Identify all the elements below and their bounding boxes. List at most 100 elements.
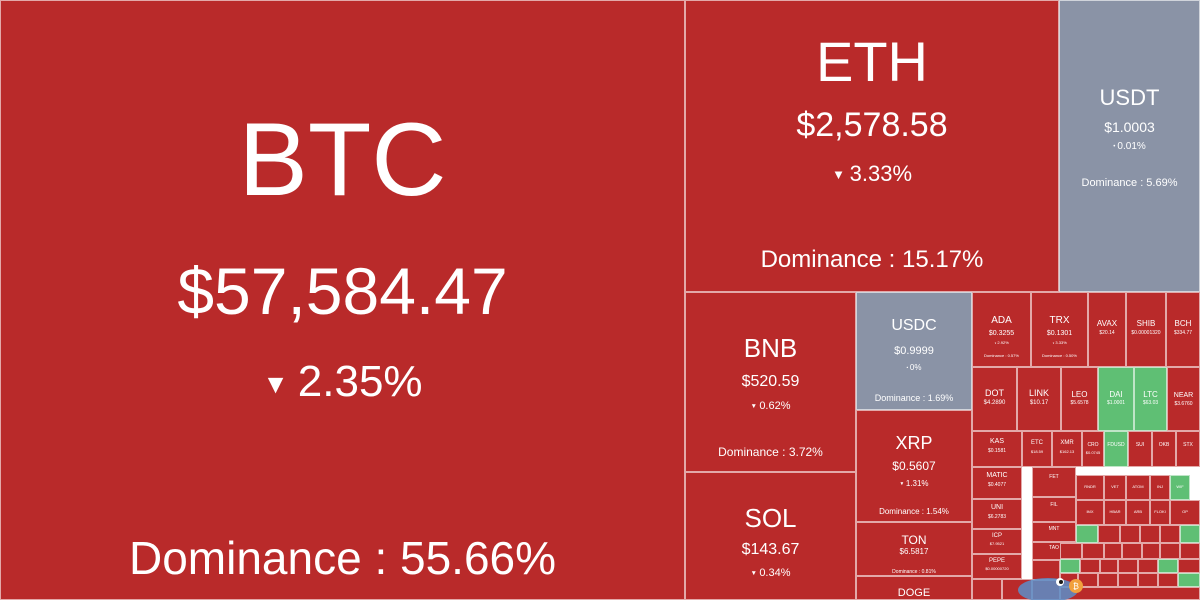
coin-tile-small[interactable] <box>1098 525 1120 543</box>
coin-tile-dot[interactable]: DOT $4.2890 <box>972 367 1017 431</box>
coin-tile-sui[interactable]: SUI <box>1128 431 1152 467</box>
coin-tile-okb[interactable]: OKB <box>1152 431 1176 467</box>
coin-tile-small[interactable] <box>1118 559 1138 573</box>
coin-symbol: MNT <box>1048 526 1060 532</box>
coin-tile-leo[interactable]: LEO $5.6578 <box>1061 367 1098 431</box>
coin-tile-small[interactable] <box>1142 543 1160 559</box>
coin-tile-fdusd[interactable]: FDUSD <box>1104 431 1128 467</box>
coin-dominance: Dominance : 1.69% <box>874 393 954 403</box>
coin-price: $1.0001 <box>1106 400 1126 406</box>
coin-tile-small[interactable] <box>1118 573 1138 587</box>
coin-change-value: 1.31% <box>905 479 929 488</box>
coin-change-value: 2.35% <box>297 357 423 406</box>
coin-tile-trx[interactable]: TRX $0.1301 ▼3.33% Dominance : 0.50% <box>1031 292 1088 367</box>
coin-symbol: WIF <box>1176 484 1184 489</box>
coin-tile-link[interactable]: LINK $10.17 <box>1017 367 1061 431</box>
coin-tile-usdc[interactable]: USDC $0.9999 • 0% Dominance : 1.69% <box>856 292 972 410</box>
coin-tile-small[interactable] <box>1080 559 1100 573</box>
coin-tile-small[interactable] <box>1178 559 1200 573</box>
coin-tile-small[interactable] <box>1120 525 1140 543</box>
coin-symbol: USDC <box>891 317 937 334</box>
coin-tile-avax[interactable]: AVAX $20.14 <box>1088 292 1126 367</box>
coin-tile-pepe[interactable]: PEPE $0.00000720 <box>972 554 1022 579</box>
coin-tile-small[interactable] <box>1180 525 1200 543</box>
coin-tile-xmr[interactable]: XMR $162.13 <box>1052 431 1082 467</box>
coin-tile-small[interactable] <box>1160 525 1180 543</box>
coin-tile-small[interactable] <box>1138 573 1158 587</box>
coin-tile-imx[interactable]: IMX <box>1076 500 1104 525</box>
coin-symbol: TRX <box>1049 315 1070 326</box>
coin-tile-small[interactable] <box>1100 559 1118 573</box>
coin-tile-eth[interactable]: ETH $2,578.58 ▼ 3.33% Dominance : 15.17% <box>685 0 1059 292</box>
coin-tile-small[interactable] <box>1122 543 1142 559</box>
coin-tile-fil[interactable]: FIL <box>1032 497 1076 522</box>
coin-change-value: 0.34% <box>759 567 791 579</box>
coin-tile-small[interactable] <box>1104 543 1122 559</box>
coin-tile-mnt[interactable]: MNT <box>1032 522 1076 542</box>
coin-tile-small[interactable] <box>1140 525 1160 543</box>
coin-tile-small[interactable] <box>1060 543 1082 559</box>
coin-tile-near[interactable]: NEAR $3.6760 <box>1167 367 1200 431</box>
coin-tile-doge[interactable]: DOGE <box>856 576 972 600</box>
coin-price: $3.6760 <box>1174 401 1193 407</box>
coin-tile-ton[interactable]: TON $6.5817 Dominance : 0.81% <box>856 522 972 576</box>
coin-tile-ada[interactable]: ADA $0.3255 ▼2.92% Dominance : 0.57% <box>972 292 1031 367</box>
coin-tile-vet[interactable]: VET <box>1104 475 1126 500</box>
coin-tile-uni[interactable]: UNI $6.2783 <box>972 499 1022 529</box>
coin-symbol: CRO <box>1087 442 1099 448</box>
coin-tile-inj[interactable]: INJ <box>1150 475 1170 500</box>
coin-price: $520.59 <box>741 373 800 390</box>
coin-tile-sol[interactable]: SOL $143.67 ▼ 0.34% <box>685 472 856 600</box>
coin-tile-small[interactable] <box>1076 525 1098 543</box>
down-arrow-icon: ▼ <box>1052 341 1055 345</box>
coin-symbol: ARB <box>1133 509 1143 514</box>
coin-tile-small[interactable] <box>1158 573 1178 587</box>
coin-tile-cro[interactable]: CRO $0.0745 <box>1082 431 1104 467</box>
coin-tile-etc[interactable]: ETC $18.59 <box>1022 431 1052 467</box>
coin-dominance: Dominance : 0.50% <box>1042 353 1077 358</box>
coin-price: $0.00000720 <box>985 566 1009 571</box>
coin-tile-btc[interactable]: BTC $57,584.47 ▼ 2.35% Dominance : 55.66% <box>0 0 685 600</box>
coin-tile-icp[interactable]: ICP $7.9521 <box>972 529 1022 554</box>
coin-tile-small[interactable] <box>1180 543 1200 559</box>
coin-symbol: LEO <box>1071 390 1088 399</box>
coin-tile-floki[interactable]: FLOKI <box>1150 500 1170 525</box>
coin-tile-shib[interactable]: SHIB $0.00001320 <box>1126 292 1166 367</box>
down-arrow-icon: ▼ <box>994 341 997 345</box>
coin-tile-small[interactable] <box>1158 559 1178 573</box>
coin-tile-fet[interactable]: FET <box>1032 467 1076 497</box>
coin-tile-small[interactable] <box>1138 559 1158 573</box>
coin-tile-small[interactable] <box>1098 573 1118 587</box>
coin-price: $2,578.58 <box>796 106 948 144</box>
coin-symbol: FDUSD <box>1107 442 1125 448</box>
coin-dominance: Dominance : 15.17% <box>760 246 984 273</box>
coin-change: ▼ 0.34% <box>686 567 855 579</box>
coin-tile-dai[interactable]: DAI $1.0001 <box>1098 367 1134 431</box>
coin-symbol: DAI <box>1109 390 1123 399</box>
coin-tile-bch[interactable]: BCH $334.77 <box>1166 292 1200 367</box>
coin-tile-small[interactable] <box>1082 543 1104 559</box>
coin-tile-arb[interactable]: ARB <box>1126 500 1150 525</box>
coin-symbol: HBAR <box>1109 509 1121 514</box>
coin-tile-wif[interactable]: WIF <box>1170 475 1190 500</box>
coin-tile-op[interactable]: OP <box>1170 500 1200 525</box>
coin-tile-stx[interactable]: STX <box>1176 431 1200 467</box>
coin-tile-ltc[interactable]: LTC $63.03 <box>1134 367 1167 431</box>
coin-tile-rndr[interactable]: RNDR <box>1076 475 1104 500</box>
coin-symbol: KAS <box>989 438 1004 445</box>
coin-tile-hbar[interactable]: HBAR <box>1104 500 1126 525</box>
coin-tile-small[interactable] <box>1178 573 1200 587</box>
coin-tile-matic[interactable]: MATIC $0.4077 <box>972 467 1022 499</box>
coin-symbol: BTC <box>238 102 447 218</box>
coin-tile-bnb[interactable]: BNB $520.59 ▼ 0.62% Dominance : 3.72% <box>685 292 856 472</box>
coin-tile-atom[interactable]: ATOM <box>1126 475 1150 500</box>
coin-tile-small[interactable] <box>1160 543 1180 559</box>
coin-price: $0.00001320 <box>1131 330 1161 336</box>
coin-price: $162.13 <box>1059 449 1075 454</box>
coin-tile-usdt[interactable]: USDT $1.0003 • 0.01% Dominance : 5.69% <box>1059 0 1200 292</box>
coin-tile-kas[interactable]: KAS $0.1581 <box>972 431 1022 467</box>
coin-symbol: LINK <box>1028 388 1049 398</box>
coin-tile-small[interactable] <box>1060 559 1080 573</box>
coin-tile-small[interactable] <box>972 579 1002 600</box>
coin-tile-xrp[interactable]: XRP $0.5607 ▼ 1.31% Dominance : 1.54% <box>856 410 972 522</box>
